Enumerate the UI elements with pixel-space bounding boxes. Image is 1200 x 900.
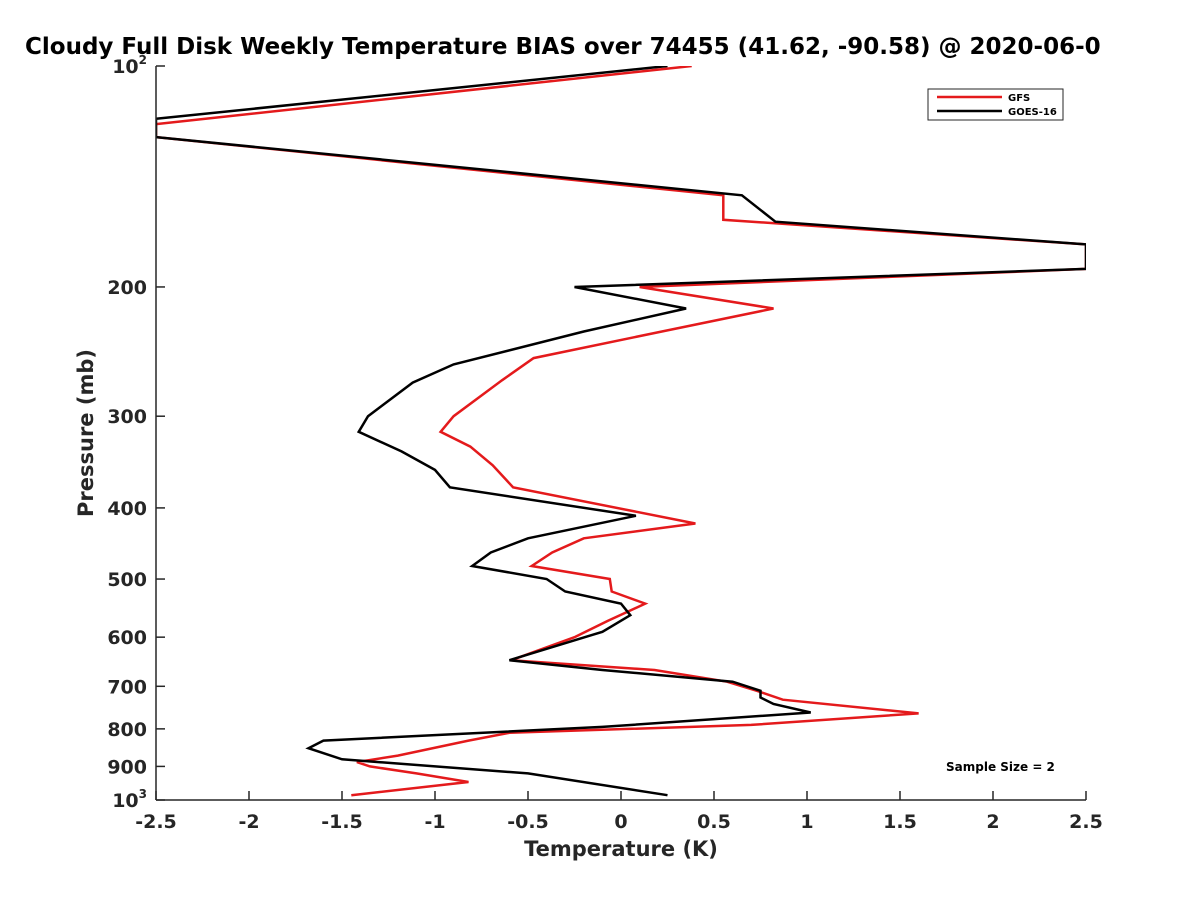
x-tick-label: 2.5 xyxy=(1069,811,1103,833)
y-tick-label-base: 10 xyxy=(112,790,138,812)
legend-label-goes16: GOES-16 xyxy=(1008,107,1057,118)
y-axis-label: Pressure (mb) xyxy=(74,349,98,517)
x-axis-label: Temperature (K) xyxy=(524,837,718,861)
x-tick-label: 0.5 xyxy=(697,811,731,833)
x-tick-label: 1 xyxy=(800,811,813,833)
y-tick-label: 900 xyxy=(107,756,147,778)
legend: GFS GOES-16 xyxy=(927,88,1064,121)
y-tick-label-exponent: 2 xyxy=(139,53,147,67)
x-ticks: -2.5 -2 -1.5 -1 -0.5 0 0.5 1 1.5 2 2.5 xyxy=(135,791,1103,833)
x-tick-label: -0.5 xyxy=(507,811,549,833)
y-tick-label: 700 xyxy=(107,676,147,698)
y-tick-label: 400 xyxy=(107,498,147,520)
y-tick-label-exponent: 3 xyxy=(139,787,147,801)
y-tick-label: 600 xyxy=(107,627,147,649)
y-tick-label: 800 xyxy=(107,719,147,741)
x-tick-label: -1 xyxy=(424,811,445,833)
legend-label-gfs: GFS xyxy=(1008,93,1030,104)
series-line-goes-16 xyxy=(156,66,1086,797)
y-tick-label-base: 10 xyxy=(112,56,138,78)
y-tick-label: 200 xyxy=(107,277,147,299)
chart-title: Cloudy Full Disk Weekly Temperature BIAS… xyxy=(25,34,1101,60)
series-layer xyxy=(156,66,1086,797)
sample-size-annotation: Sample Size = 2 xyxy=(946,760,1055,774)
x-tick-label: 2 xyxy=(986,811,999,833)
legend-box xyxy=(927,88,1064,121)
y-tick-label: 300 xyxy=(107,406,147,428)
x-tick-label: 0 xyxy=(614,811,627,833)
y-tick-label: 103 xyxy=(112,787,147,812)
series-line-gfs xyxy=(156,66,1086,797)
x-tick-label: -2.5 xyxy=(135,811,177,833)
y-tick-label: 102 xyxy=(112,53,147,78)
y-tick-label: 500 xyxy=(107,569,147,591)
plot-area: -2.5 -2 -1.5 -1 -0.5 0 0.5 1 1.5 2 2.5 10220030040… xyxy=(107,53,1103,833)
x-tick-label: -1.5 xyxy=(321,811,363,833)
x-tick-label: -2 xyxy=(238,811,259,833)
x-tick-label: 1.5 xyxy=(883,811,917,833)
